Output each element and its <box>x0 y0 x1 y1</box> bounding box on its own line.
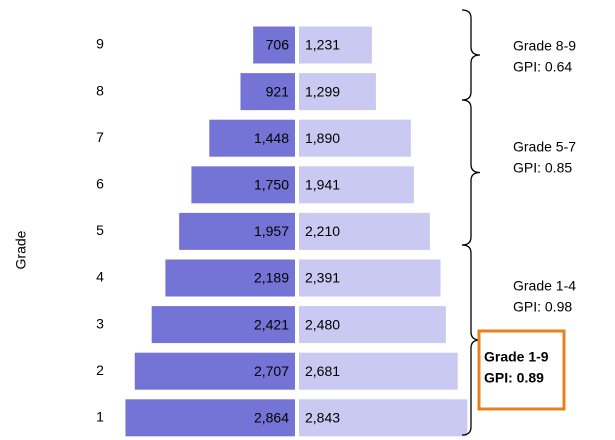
y-tick-label: 6 <box>96 176 104 192</box>
bar <box>299 26 372 64</box>
bar <box>299 399 468 437</box>
bar <box>299 259 441 297</box>
data-label: 2,681 <box>305 363 340 379</box>
y-tick-label: 4 <box>96 269 104 285</box>
bar <box>299 119 411 157</box>
y-tick-label: 7 <box>96 129 104 145</box>
annotation: Grade 1-4 <box>513 278 576 294</box>
data-label: 2,707 <box>254 363 289 379</box>
data-label: 1,750 <box>254 177 289 193</box>
y-tick-label: 3 <box>96 315 104 331</box>
annotation: GPI: 0.64 <box>513 59 572 75</box>
data-label: 2,480 <box>305 316 340 332</box>
data-label: 2,391 <box>305 270 340 286</box>
bar <box>151 306 295 344</box>
y-tick-label: 2 <box>96 362 104 378</box>
bar <box>179 212 295 250</box>
highlight-box <box>477 329 566 411</box>
data-label: 1,957 <box>254 223 289 239</box>
y-tick-label: 1 <box>96 409 104 425</box>
annotation: Grade 1-9 <box>484 349 549 365</box>
data-label: 921 <box>266 83 290 99</box>
annotation: GPI: 0.85 <box>513 160 572 176</box>
annotation: Grade 8-9 <box>513 38 576 54</box>
bar <box>240 73 295 111</box>
bar <box>299 352 458 390</box>
bar <box>299 212 430 250</box>
data-label: 2,421 <box>254 316 289 332</box>
annotation: Grade 5-7 <box>513 139 576 155</box>
bar <box>299 166 414 204</box>
bar <box>134 352 295 390</box>
annotation: GPI: 0.98 <box>513 299 572 315</box>
data-label: 1,941 <box>305 177 340 193</box>
data-label: 1,231 <box>305 37 340 53</box>
data-label: 706 <box>266 37 290 53</box>
data-label: 2,189 <box>254 270 289 286</box>
annotation: GPI: 0.89 <box>484 370 544 386</box>
bar <box>209 119 295 157</box>
y-axis-label: Grade <box>13 230 29 269</box>
data-label: 2,843 <box>305 410 340 426</box>
data-label: 2,210 <box>305 223 340 239</box>
bar <box>165 259 295 297</box>
bar <box>125 399 295 437</box>
bar <box>191 166 295 204</box>
bar <box>299 73 376 111</box>
brace <box>461 99 481 246</box>
bar <box>299 306 446 344</box>
data-label: 2,864 <box>254 410 289 426</box>
brace <box>461 9 481 101</box>
data-label: 1,299 <box>305 83 340 99</box>
y-tick-label: 8 <box>96 82 104 98</box>
data-label: 1,890 <box>305 130 340 146</box>
bar <box>253 26 295 64</box>
data-label: 1,448 <box>254 130 289 146</box>
y-tick-label: 5 <box>96 222 104 238</box>
y-tick-label: 9 <box>96 36 104 52</box>
